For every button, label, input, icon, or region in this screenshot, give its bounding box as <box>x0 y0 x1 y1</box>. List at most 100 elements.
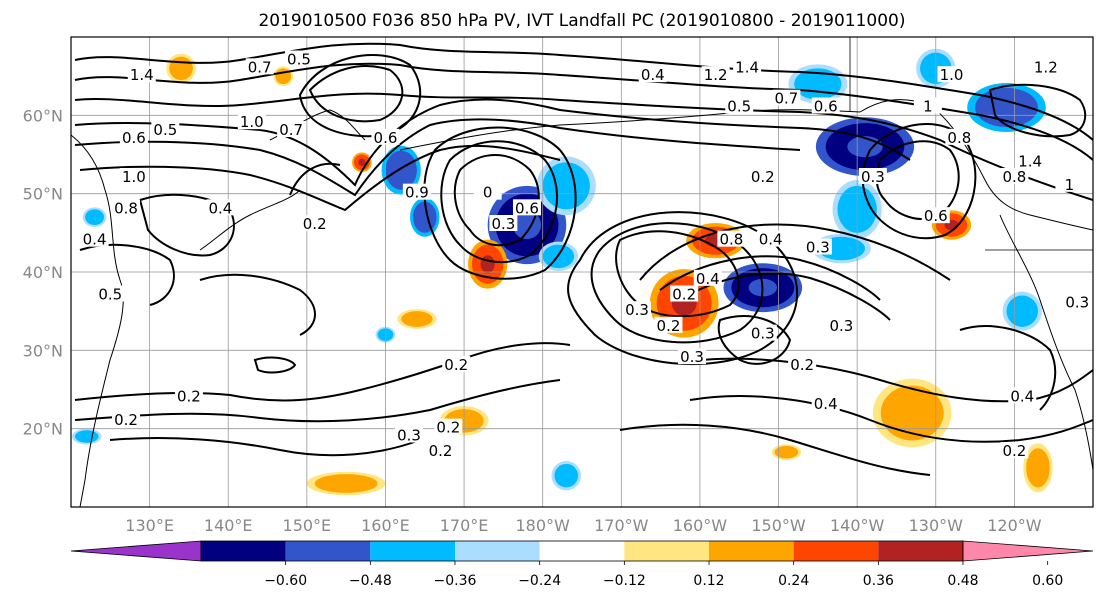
colorbar-tick-label-4: −0.12 <box>603 573 646 589</box>
contour-label-bg-46 <box>112 410 141 427</box>
contour-label-bg-29 <box>921 207 950 224</box>
contour-label-40: 0.3 <box>751 325 775 343</box>
contour-label-bg-3 <box>237 113 266 130</box>
contour-label-bg-5 <box>119 128 148 145</box>
contour-label-bg-40 <box>748 324 777 341</box>
contour-label-bg-30 <box>748 168 777 184</box>
lon-label-0: 130°E <box>125 516 174 535</box>
contour-label-14: 0.3 <box>491 215 515 233</box>
contour-label-bg-18 <box>638 66 667 83</box>
map-title: 2019010500 F036 850 hPa PV, IVT Landfall… <box>258 11 905 31</box>
contour-label-bg-53 <box>96 285 125 302</box>
contour-label-bg-15 <box>512 199 541 216</box>
pv-shade-22 <box>1006 295 1038 327</box>
pv-shade-core-27 <box>358 158 366 166</box>
contour-label-36: 0.4 <box>696 270 720 288</box>
contour-label-37: 0.3 <box>625 301 649 319</box>
colorbar: −0.60 −0.48 −0.36 −0.24 −0.12 0.12 0.24 0.36 0.4… <box>70 540 1094 589</box>
pv-shade-19 <box>401 311 433 327</box>
contour-label-49: 0.2 <box>429 442 453 460</box>
colorbar-tick-label-1: −0.48 <box>349 573 392 589</box>
colorbar-extend-low <box>70 540 202 562</box>
colorbar-tick-label-7: 0.36 <box>863 573 894 589</box>
coastline-alaska <box>859 99 1093 231</box>
pv-shade-0 <box>385 150 417 190</box>
colorbar-segment-2 <box>370 541 455 561</box>
contour-label-11: 0.9 <box>405 184 429 202</box>
pv-shade-core-9 <box>847 136 883 158</box>
contour-label-bg-14 <box>489 215 518 231</box>
contour-label-bg-20 <box>772 89 801 106</box>
lon-label-7: 160°W <box>673 516 728 535</box>
lat-label-0: 20°N <box>23 420 63 439</box>
colorbar-segment-7 <box>793 541 879 561</box>
colorbar-tick-label-0: −0.60 <box>264 573 307 589</box>
contour-label-7: 1.0 <box>122 168 146 186</box>
longitude-labels: 130°E 140°E 150°E 160°E 170°E 180°W 170°W 160°W… <box>125 516 1041 535</box>
colorbar-tick-label-6: 0.24 <box>778 573 809 589</box>
contour-label-18: 0.4 <box>641 66 665 84</box>
coastline-north-america <box>999 214 1093 471</box>
contour-label-32: 0.4 <box>759 231 783 249</box>
contour-label-bg-24 <box>1031 58 1060 75</box>
contour-label-9: 0.4 <box>208 199 232 217</box>
contour-label-bg-44 <box>442 356 471 372</box>
pv-shade-28 <box>74 430 99 443</box>
lon-label-2: 150°E <box>283 516 332 535</box>
contour-label-bg-28 <box>945 128 974 145</box>
lon-label-11: 120°W <box>987 516 1042 535</box>
contour-label-bg-0 <box>127 66 156 83</box>
contour-label-bg-35 <box>670 285 699 302</box>
contour-label-bg-25 <box>1016 152 1045 169</box>
contour-label-27: 1 <box>1065 176 1075 194</box>
contour-label-bg-19 <box>725 97 754 114</box>
contour-label-17: 1.4 <box>735 58 759 76</box>
contour-label-bg-13 <box>473 183 502 200</box>
contour-label-51: 0.2 <box>1002 442 1026 460</box>
contour-label-23: 1.0 <box>940 66 964 84</box>
contour-label-15: 0.6 <box>515 199 539 217</box>
contour-label-bg-54 <box>80 230 109 247</box>
contour-label-24: 1.2 <box>1034 58 1058 76</box>
colorbar-frame <box>200 540 964 562</box>
contour-label-bg-42 <box>788 356 817 372</box>
contour-label-bg-26 <box>1000 168 1029 184</box>
latitude-labels: 20°N 30°N 40°N 50°N 60°N <box>23 106 63 438</box>
lat-label-1: 30°N <box>23 341 63 360</box>
colorbar-segment-5 <box>624 541 709 561</box>
contour-label-39: 0.3 <box>680 348 704 366</box>
contour-label-20: 0.7 <box>774 90 798 108</box>
colorbar-extend-high <box>962 540 1094 562</box>
contour-label-30: 0.2 <box>751 168 775 186</box>
contour-label-bg-51 <box>1000 442 1029 459</box>
contour-label-bg-16 <box>701 66 730 83</box>
lat-label-4: 60°N <box>23 106 63 125</box>
contour-label-47: 0.3 <box>397 427 421 445</box>
contour-label-bg-11 <box>402 183 431 200</box>
contour-label-38: 0.2 <box>657 317 681 335</box>
contour-label-28: 0.8 <box>947 129 971 147</box>
contour-label-0: 1.4 <box>130 66 154 84</box>
pv-shade-core-5 <box>480 255 495 273</box>
contour-label-bg-50 <box>1008 387 1037 404</box>
contour-label-bg-33 <box>803 238 832 255</box>
contour-label-33: 0.3 <box>806 239 830 257</box>
colorbar-segment-8 <box>878 541 963 561</box>
lon-label-5: 180°W <box>516 516 571 535</box>
colorbar-tick-label-8: 0.48 <box>947 573 978 589</box>
lon-label-6: 170°W <box>594 516 649 535</box>
contour-label-bg-41 <box>827 316 856 333</box>
contour-label-41: 0.3 <box>830 317 854 335</box>
contour-labels: 1.4 0.7 0.51.0 0.70.6 0.51.00.8 0.40.20.90.60… <box>80 50 1092 460</box>
contour-label-44: 0.2 <box>444 356 468 374</box>
lon-label-4: 170°E <box>440 516 489 535</box>
lat-label-3: 50°N <box>23 185 63 204</box>
contour-label-52: 0.3 <box>1065 293 1089 311</box>
colorbar-segment-4 <box>539 541 625 561</box>
contour-label-6: 0.5 <box>153 121 177 139</box>
contour-label-54: 0.4 <box>83 231 107 249</box>
pv-shade-29 <box>85 209 105 226</box>
contour-label-5: 0.6 <box>122 129 146 147</box>
